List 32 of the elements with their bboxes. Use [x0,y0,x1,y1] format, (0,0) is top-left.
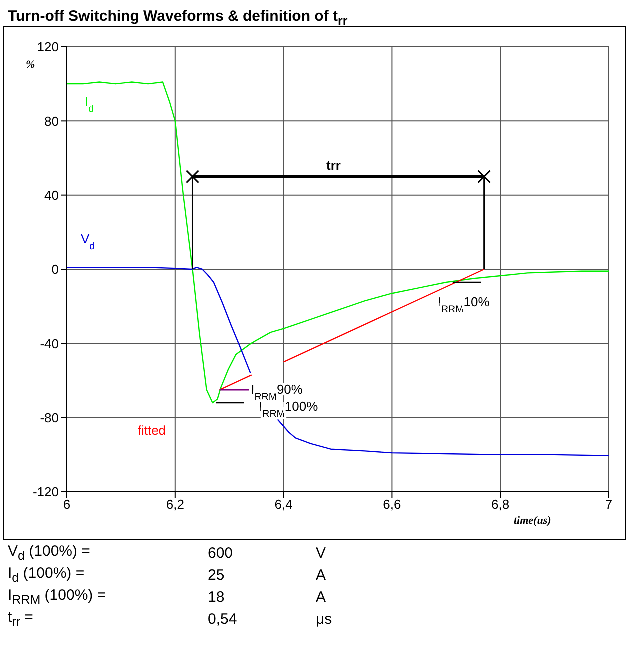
text: A [316,588,328,608]
chart-title: Turn-off Switching Waveforms & definition of t$_{rr}$ [8,8,349,28]
y-tick-label: 40 [44,188,59,203]
x-tick-label: 6,2 [166,497,184,512]
y-tick-label: 0 [52,262,59,278]
text: 600 [208,544,234,564]
series-label: V$_{d}$ [81,232,96,252]
y-tick-label: -80 [40,410,59,426]
text: V [316,544,328,564]
text: t$_{rr}$ = [8,608,34,630]
text: A [316,566,328,586]
y-tick-label: -40 [40,336,59,352]
text: V$_{d}$ (100%) = [8,542,92,564]
x-tick-label: 6,8 [492,497,510,512]
text: 25 [208,566,226,586]
text: 18 [208,588,226,608]
series-label: trr [326,158,341,173]
text: I$_{d}$ (100%) = [8,564,86,586]
text: fitted [138,423,166,438]
text: I$_{RRM}$ (100%) = [8,586,108,608]
y-tick-label: 80 [44,114,59,129]
x-axis-title: time(us) [514,515,552,527]
x-tick-label: 6,6 [383,497,402,512]
text: 0,54 [208,610,238,630]
x-tick-label: 7 [605,497,613,512]
x-tick-label: 6 [63,497,71,512]
x-tick-label: 6,4 [274,497,293,512]
y-tick-label: -120 [32,484,59,500]
y-tick-label: 120 [37,40,59,55]
series-label: I$_{d}$ [85,94,94,115]
y-axis-title: % [26,59,36,71]
text: μs [316,610,334,630]
